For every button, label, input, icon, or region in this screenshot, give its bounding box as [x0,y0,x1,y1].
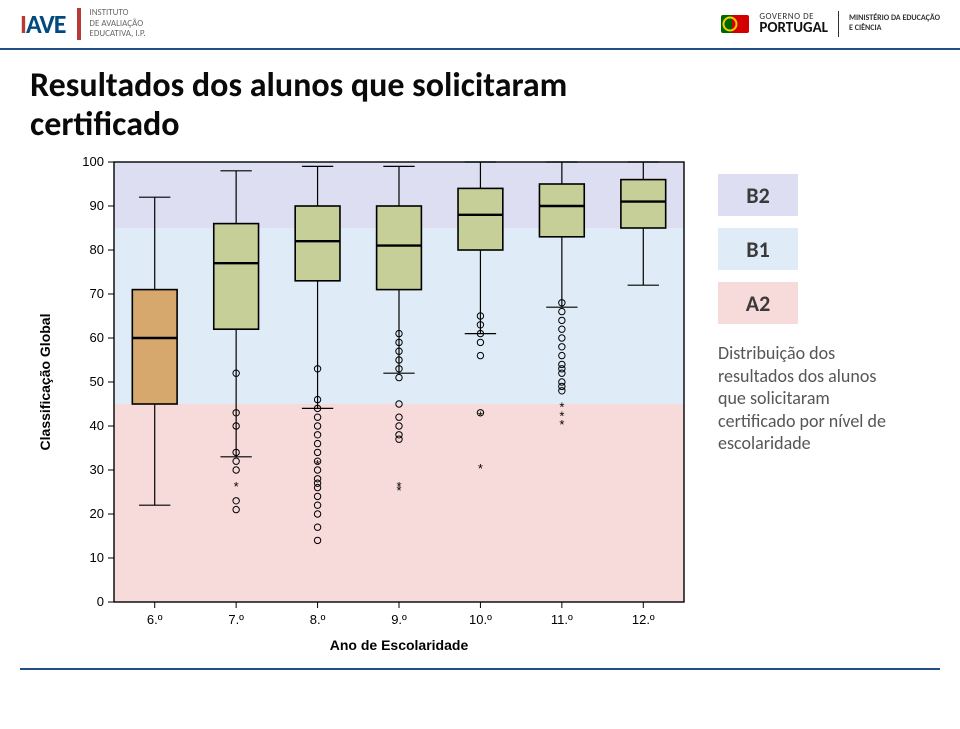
svg-text:*: * [315,457,320,472]
svg-text:6.º: 6.º [147,612,163,627]
title-line1: Resultados dos alunos que solicitaram [30,66,930,105]
min-line2: E CIÊNCIA [849,24,940,34]
svg-text:*: * [478,409,483,424]
svg-text:8.º: 8.º [310,612,326,627]
svg-text:90: 90 [90,198,104,213]
svg-text:20: 20 [90,506,104,521]
svg-text:80: 80 [90,242,104,257]
svg-text:*: * [234,479,239,494]
svg-text:7.º: 7.º [228,612,244,627]
content-row: 0 10 20 30 40 50 60 70 80 90 100 Classificação Glob… [0,150,960,660]
svg-text:11.º: 11.º [551,612,573,627]
svg-text:100: 100 [82,154,104,169]
pt-flag-icon [721,15,749,33]
page-header: IAVE INSTITUTO DE AVALIAÇÃO EDUCATIVA, I… [0,0,960,44]
svg-text:12.º: 12.º [632,612,655,627]
svg-text:*: * [559,417,564,432]
gov-text: GOVERNO DE PORTUGAL [759,12,828,36]
side-description: Distribuição dos resultados dos alunos q… [718,336,908,455]
side-panel: B2 B1 A2 Distribuição dos resultados dos a… [718,150,908,455]
gov-big: PORTUGAL [759,21,828,36]
svg-text:40: 40 [90,418,104,433]
ministry-text: MINISTÉRIO DA EDUCAÇÃO E CIÊNCIA [849,14,940,33]
title-line2: certificado [30,105,930,144]
page-title: Resultados dos alunos que solicitaram ce… [0,50,960,150]
svg-text:10.º: 10.º [469,612,492,627]
svg-text:70: 70 [90,286,104,301]
iave-logo: IAVE INSTITUTO DE AVALIAÇÃO EDUCATIVA, I… [20,8,146,40]
level-badge-a2: A2 [718,282,798,324]
svg-text:*: * [396,483,401,498]
inst-line3: EDUCATIVA, I.P. [89,29,145,39]
iave-divider [77,8,81,40]
level-badge-b1: B1 [718,228,798,270]
iave-subtitle: INSTITUTO DE AVALIAÇÃO EDUCATIVA, I.P. [89,8,145,39]
svg-text:60: 60 [90,330,104,345]
svg-text:50: 50 [90,374,104,389]
svg-text:30: 30 [90,462,104,477]
gov-separator [838,11,839,37]
svg-text:Ano de Escolaridade: Ano de Escolaridade [330,637,469,653]
svg-text:0: 0 [97,594,104,609]
svg-text:*: * [478,461,483,476]
svg-text:Classificação Global: Classificação Global [37,314,53,451]
chart-container: 0 10 20 30 40 50 60 70 80 90 100 Classificação Glob… [24,150,704,660]
gov-logo: GOVERNO DE PORTUGAL MINISTÉRIO DA EDUCAÇ… [721,11,940,37]
iave-wordmark: IAVE [20,8,65,40]
footer-rule [20,668,940,670]
svg-text:9.º: 9.º [391,612,407,627]
level-badge-b2: B2 [718,174,798,216]
boxplot-chart: 0 10 20 30 40 50 60 70 80 90 100 Classificação Glob… [24,150,704,660]
svg-text:10: 10 [90,550,104,565]
